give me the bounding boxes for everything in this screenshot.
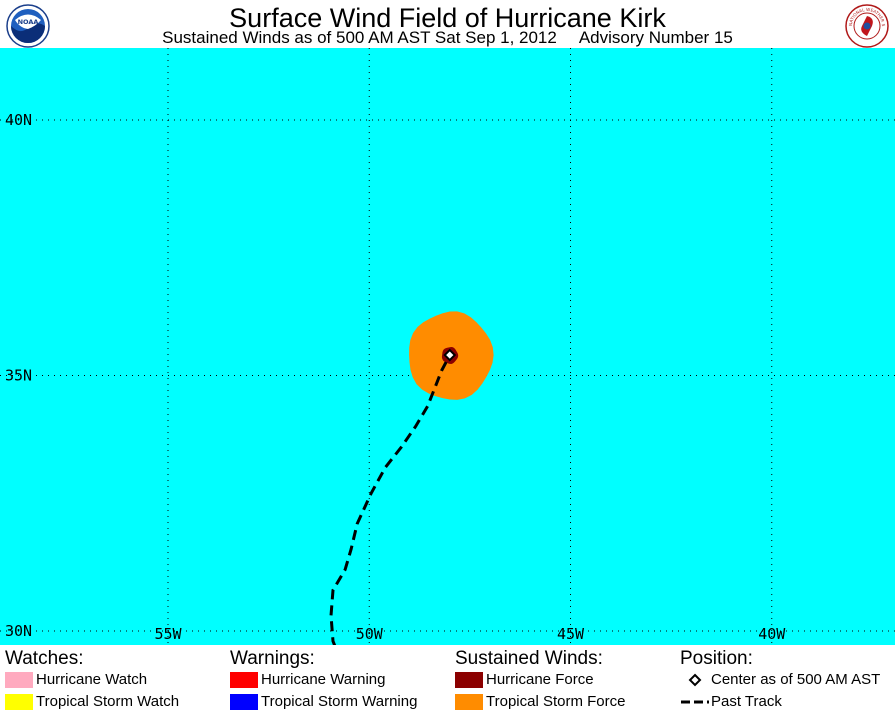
latitude-label: 35N xyxy=(5,367,32,385)
latitude-labels: 40N 35N 30N xyxy=(5,111,32,640)
hurricane-watch-label: Hurricane Watch xyxy=(36,671,148,688)
tropical-storm-warning-label: Tropical Storm Warning xyxy=(261,693,418,710)
diamond-icon xyxy=(688,673,702,687)
page-subtitle: Sustained Winds as of 500 AM AST Sat Sep… xyxy=(0,29,895,47)
longitude-label: 45W xyxy=(557,625,585,643)
center-label: Center as of 500 AM AST xyxy=(711,671,881,688)
advisory-number: Advisory Number 15 xyxy=(578,28,733,47)
legend-position-heading: Position: xyxy=(680,648,753,669)
storm-center-marker xyxy=(443,348,457,362)
hurricane-warning-label: Hurricane Warning xyxy=(261,671,386,688)
hurricane-force-label: Hurricane Force xyxy=(486,671,594,688)
longitude-labels: 55W 50W 45W 40W xyxy=(154,625,786,643)
legend-winds-heading: Sustained Winds: xyxy=(455,648,603,669)
longitude-label: 40W xyxy=(758,625,786,643)
past-track-label: Past Track xyxy=(711,693,782,710)
tropical-storm-watch-label: Tropical Storm Watch xyxy=(36,693,180,710)
advisory-time: Sustained Winds as of 500 AM AST Sat Sep… xyxy=(162,28,557,47)
map: 40N 35N 30N 55W 50W 45W 40W xyxy=(0,48,895,645)
tropical-storm-force-swatch xyxy=(455,694,483,710)
past-track-line xyxy=(329,354,452,645)
header: NOAA Surface Wind Field of Hurricane Kir… xyxy=(0,0,895,48)
legend: Watches: Hurricane Watch Tropical Storm … xyxy=(0,645,895,716)
page-title: Surface Wind Field of Hurricane Kirk xyxy=(229,3,666,33)
svg-text:NOAA: NOAA xyxy=(18,18,39,26)
dashed-line-icon xyxy=(681,700,709,704)
tropical-storm-watch-swatch xyxy=(5,694,33,710)
longitude-label: 50W xyxy=(356,625,384,643)
tropical-storm-force-label: Tropical Storm Force xyxy=(486,693,626,710)
latitude-label: 40N xyxy=(5,111,32,129)
latitude-label: 30N xyxy=(5,622,32,640)
noaa-logo: NOAA xyxy=(6,4,50,48)
hurricane-warning-swatch xyxy=(230,672,258,688)
hurricane-watch-swatch xyxy=(5,672,33,688)
hurricane-force-swatch xyxy=(455,672,483,688)
longitude-label: 55W xyxy=(154,625,182,643)
legend-warnings-heading: Warnings: xyxy=(230,648,315,669)
national-weather-service-logo: NATIONAL WEATHER SERVICE xyxy=(845,4,889,48)
legend-watches-heading: Watches: xyxy=(5,648,84,669)
tropical-storm-warning-swatch xyxy=(230,694,258,710)
